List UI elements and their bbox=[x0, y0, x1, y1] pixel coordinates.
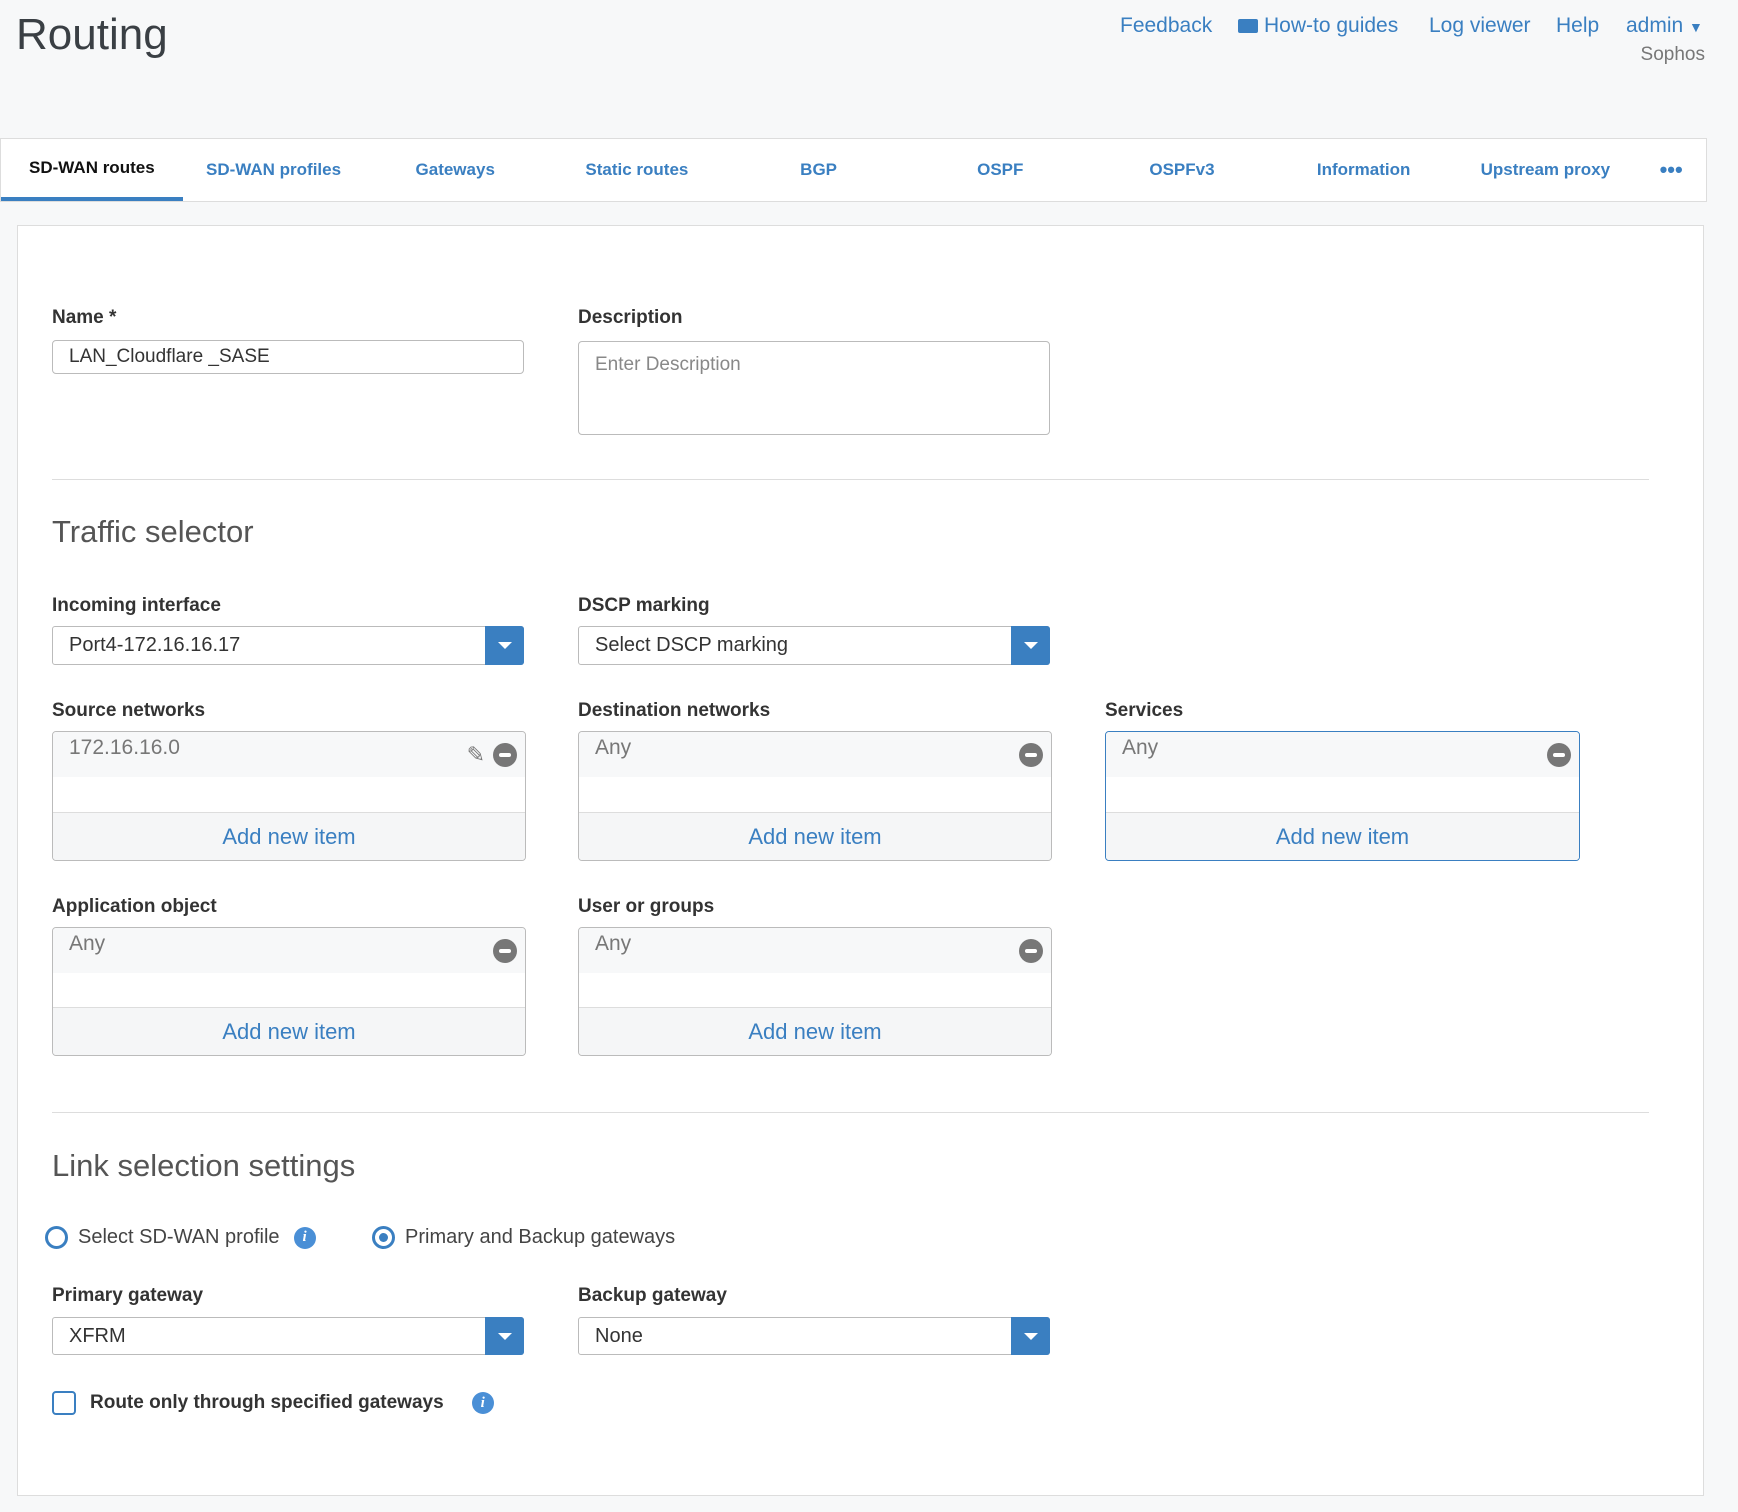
tab-gateways[interactable]: Gateways bbox=[415, 160, 495, 179]
list-item: 172.16.16.0 ✎ bbox=[53, 732, 525, 777]
dscp-label: DSCP marking bbox=[578, 595, 710, 616]
primary-gateway-select[interactable]: XFRM bbox=[52, 1317, 524, 1355]
feedback-link[interactable]: Feedback bbox=[1120, 14, 1213, 37]
dscp-value: Select DSCP marking bbox=[595, 634, 789, 656]
destination-networks-label: Destination networks bbox=[578, 700, 771, 721]
admin-label: admin bbox=[1626, 14, 1684, 37]
user-groups-label: User or groups bbox=[578, 896, 715, 917]
remove-icon[interactable] bbox=[1019, 939, 1043, 963]
chevron-down-icon: ▼ bbox=[1689, 19, 1703, 35]
description-label: Description bbox=[578, 307, 683, 328]
radio-primary-backup-gateways[interactable]: Primary and Backup gateways bbox=[372, 1226, 675, 1249]
tab-sd-wan-profiles[interactable]: SD-WAN profiles bbox=[206, 160, 342, 179]
list-item: Any bbox=[579, 732, 1051, 777]
add-new-item-button[interactable]: Add new item bbox=[579, 812, 1051, 860]
divider bbox=[52, 1112, 1649, 1113]
help-link[interactable]: Help bbox=[1556, 14, 1600, 37]
service-value: Any bbox=[1122, 736, 1159, 759]
name-label: Name * bbox=[52, 307, 117, 328]
primary-gateway-value: XFRM bbox=[69, 1324, 126, 1347]
add-new-item-button[interactable]: Add new item bbox=[1106, 812, 1579, 860]
how-to-guides-label: How-to guides bbox=[1264, 14, 1399, 37]
dropdown-arrow-icon[interactable] bbox=[1011, 626, 1050, 665]
route-only-label: Route only through specified gateways bbox=[90, 1392, 444, 1413]
user-group-value: Any bbox=[595, 932, 632, 955]
tab-bar: SD-WAN routes SD-WAN profiles Gateways S… bbox=[0, 138, 1707, 202]
admin-menu[interactable]: admin ▼ bbox=[1626, 14, 1703, 38]
backup-gateway-value: None bbox=[595, 1324, 643, 1347]
route-only-checkbox-row[interactable]: Route only through specified gateways i bbox=[52, 1391, 494, 1415]
tab-upstream-proxy[interactable]: Upstream proxy bbox=[1480, 160, 1611, 179]
remove-icon[interactable] bbox=[493, 939, 517, 963]
incoming-interface-label: Incoming interface bbox=[52, 595, 221, 616]
log-viewer-link[interactable]: Log viewer bbox=[1429, 14, 1531, 37]
tab-ospfv3[interactable]: OSPFv3 bbox=[1149, 160, 1215, 179]
source-network-value: 172.16.16.0 bbox=[69, 736, 180, 759]
radio-button[interactable] bbox=[45, 1226, 68, 1249]
how-to-guides-link[interactable]: How-to guides bbox=[1238, 14, 1398, 38]
video-camera-icon bbox=[1238, 19, 1258, 33]
remove-icon[interactable] bbox=[1019, 743, 1043, 767]
pencil-icon[interactable]: ✎ bbox=[466, 742, 485, 767]
route-only-checkbox[interactable] bbox=[52, 1391, 76, 1415]
backup-gateway-label: Backup gateway bbox=[578, 1285, 727, 1306]
radio-sd-wan-profile[interactable]: Select SD-WAN profile i bbox=[45, 1226, 316, 1249]
name-input[interactable]: LAN_Cloudflare _SASE bbox=[52, 340, 524, 374]
info-icon[interactable]: i bbox=[471, 1392, 494, 1414]
tab-ospf[interactable]: OSPF bbox=[977, 160, 1024, 179]
services-label: Services bbox=[1105, 700, 1184, 721]
services-list: Any Add new item bbox=[1105, 731, 1580, 861]
radio-button[interactable] bbox=[372, 1226, 395, 1249]
list-item: Any bbox=[579, 928, 1051, 973]
org-name: Sophos bbox=[1640, 44, 1705, 65]
destination-networks-list: Any Add new item bbox=[578, 731, 1052, 861]
dscp-select[interactable]: Select DSCP marking bbox=[578, 626, 1050, 665]
user-groups-list: Any Add new item bbox=[578, 927, 1052, 1056]
incoming-interface-value: Port4-172.16.16.17 bbox=[69, 634, 241, 656]
application-object-list: Any Add new item bbox=[52, 927, 526, 1056]
list-item: Any bbox=[1106, 732, 1579, 777]
backup-gateway-select[interactable]: None bbox=[578, 1317, 1050, 1355]
application-value: Any bbox=[69, 932, 106, 955]
add-new-item-button[interactable]: Add new item bbox=[53, 1007, 525, 1055]
dropdown-arrow-icon[interactable] bbox=[1011, 1317, 1050, 1355]
radio-label: Primary and Backup gateways bbox=[405, 1226, 676, 1248]
dropdown-arrow-icon[interactable] bbox=[485, 1317, 524, 1355]
source-networks-label: Source networks bbox=[52, 700, 206, 721]
tab-bgp[interactable]: BGP bbox=[800, 160, 838, 179]
description-input[interactable]: Enter Description bbox=[578, 341, 1050, 435]
destination-value: Any bbox=[595, 736, 632, 759]
info-icon[interactable]: i bbox=[293, 1226, 316, 1249]
incoming-interface-select[interactable]: Port4-172.16.16.17 bbox=[52, 626, 524, 665]
source-networks-list: 172.16.16.0 ✎ Add new item bbox=[52, 731, 526, 861]
tab-information[interactable]: Information bbox=[1316, 160, 1411, 179]
tab-static-routes[interactable]: Static routes bbox=[585, 160, 689, 179]
primary-gateway-label: Primary gateway bbox=[52, 1285, 204, 1306]
divider bbox=[52, 479, 1649, 480]
more-tabs-icon[interactable]: ••• bbox=[1659, 157, 1683, 182]
list-item: Any bbox=[53, 928, 525, 973]
tab-sd-wan-routes[interactable]: SD-WAN routes bbox=[1, 139, 183, 201]
add-new-item-button[interactable]: Add new item bbox=[579, 1007, 1051, 1055]
application-object-label: Application object bbox=[52, 896, 217, 917]
remove-icon[interactable] bbox=[493, 743, 517, 767]
traffic-selector-heading: Traffic selector bbox=[52, 514, 254, 549]
page-title: Routing bbox=[16, 10, 168, 59]
add-new-item-button[interactable]: Add new item bbox=[53, 812, 525, 860]
radio-label: Select SD-WAN profile bbox=[78, 1226, 280, 1248]
link-selection-heading: Link selection settings bbox=[52, 1148, 356, 1183]
remove-icon[interactable] bbox=[1547, 743, 1571, 767]
dropdown-arrow-icon[interactable] bbox=[485, 626, 524, 665]
